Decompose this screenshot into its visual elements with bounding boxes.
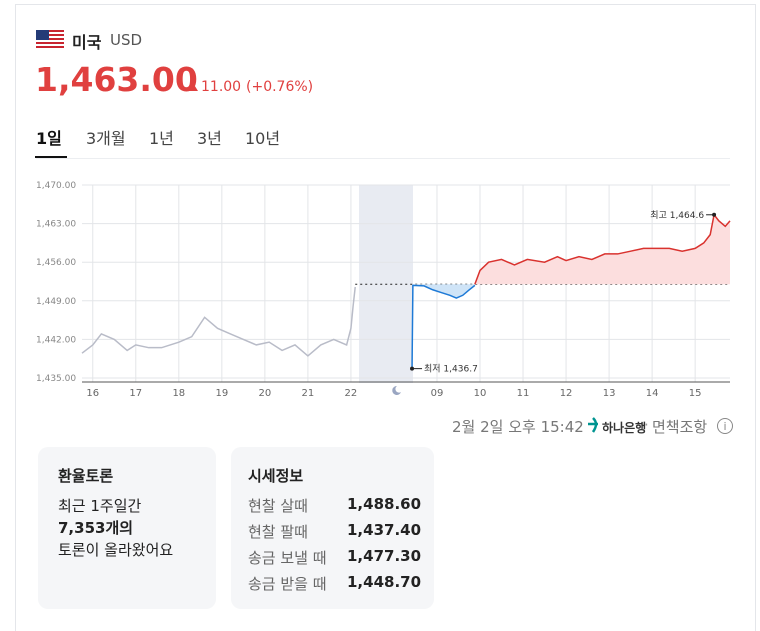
y-tick-label: 1,456.00 <box>36 258 76 268</box>
market-card: 시세정보 현찰 살때 1,488.60 현찰 팔때 1,437.40 송금 보낼 때 1,… <box>231 447 434 609</box>
tab-underline <box>35 156 67 158</box>
x-tick-label: 15 <box>689 388 702 399</box>
discussion-line: 7,353개의 <box>58 519 134 537</box>
rate-value: 1,488.60 <box>347 495 422 513</box>
annotation: 최저 1,436.7 <box>424 364 478 375</box>
discussion-line: 토론이 올라왔어요 <box>58 541 174 559</box>
bank: 하나은행 <box>602 421 647 435</box>
x-tick-label: 16 <box>86 388 99 399</box>
frame <box>15 4 756 631</box>
rate-label: 송금 보낼 때 <box>248 549 327 567</box>
x-tick-label: 13 <box>603 388 616 399</box>
x-tick-label: 11 <box>517 388 530 399</box>
tab[interactable]: 3개월 <box>86 129 126 148</box>
y-tick-label: 1,442.00 <box>36 335 76 345</box>
y-tick-label: 1,449.00 <box>36 297 76 307</box>
tab[interactable]: 1일 <box>36 129 62 148</box>
x-tick-label: 12 <box>560 388 573 399</box>
tab[interactable]: 10년 <box>245 129 281 148</box>
tab[interactable]: 1년 <box>149 129 174 148</box>
divider <box>36 158 730 159</box>
line <box>474 213 731 285</box>
x-tick-label: 20 <box>259 388 272 399</box>
price: 1,463.00 <box>35 60 198 99</box>
rate-label: 현찰 살때 <box>248 497 308 515</box>
flag-icon <box>36 30 64 48</box>
y-tick-label: 1,435.00 <box>36 374 76 384</box>
discussion-line: 최근 1주일간 <box>58 497 142 515</box>
line <box>411 284 476 369</box>
area <box>412 284 475 369</box>
x-tick-label: 22 <box>345 388 358 399</box>
chart: 1,435.00 1,442.00 1,449.00 1,456.00 1,463.00… <box>36 181 731 399</box>
tab[interactable]: 3년 <box>197 129 222 148</box>
card-title: 환율토론 <box>58 467 114 485</box>
change-pct: (+0.76%) <box>246 79 314 95</box>
rate-value: 1,477.30 <box>347 547 422 565</box>
disclaimer[interactable]: 면책조항 <box>652 418 708 436</box>
change: 11.00 <box>201 79 242 95</box>
x-tick-label: 21 <box>302 388 315 399</box>
area <box>474 214 730 285</box>
rate-label: 현찰 팔때 <box>248 523 308 541</box>
moon-icon <box>392 385 401 395</box>
card-title: 시세정보 <box>248 467 304 485</box>
annotation: 최고 1,464.6 <box>650 210 704 221</box>
rate-value: 1,437.40 <box>347 521 422 539</box>
timestamp: 2월 2일 오후 15:42 <box>452 418 584 436</box>
svg-text:i: i <box>723 420 726 433</box>
x-tick-label: 14 <box>646 388 659 399</box>
y-tick-label: 1,470.00 <box>36 181 76 191</box>
country: 미국 <box>72 33 102 52</box>
info-icon[interactable]: i <box>716 417 734 435</box>
up-arrow <box>188 83 198 91</box>
x-tick-label: 17 <box>129 388 142 399</box>
x-tick-label: 10 <box>474 388 487 399</box>
bank-logo <box>588 417 598 433</box>
rate-value: 1,448.70 <box>347 573 422 591</box>
separator: · <box>644 416 649 434</box>
x-tick-label: 19 <box>215 388 228 399</box>
rate-label: 송금 받을 때 <box>248 575 327 593</box>
y-tick-label: 1,463.00 <box>36 220 76 230</box>
x-tick-label: 18 <box>172 388 185 399</box>
currency: USD <box>110 31 143 49</box>
line <box>81 286 356 357</box>
x-tick-label: 09 <box>431 388 444 399</box>
